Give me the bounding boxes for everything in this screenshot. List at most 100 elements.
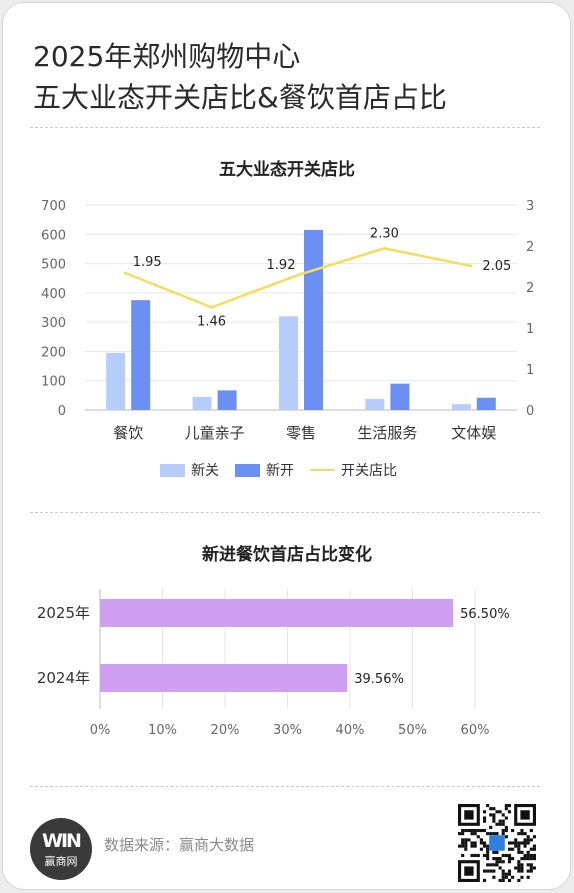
qr-module <box>517 863 521 867</box>
middle-divider <box>30 512 540 513</box>
qr-module <box>523 841 527 845</box>
qr-module <box>532 835 536 839</box>
qr-module <box>504 853 508 858</box>
category-label: 餐饮 <box>113 424 143 442</box>
qr-module <box>501 878 505 882</box>
qr-module <box>482 841 487 845</box>
qr-module <box>517 878 521 882</box>
qr-module <box>507 869 512 873</box>
category-label: 零售 <box>286 424 316 442</box>
logo-mark: WIN <box>42 830 82 852</box>
ratio-data-label: 2.05 <box>482 259 511 274</box>
qr-module <box>479 841 483 845</box>
x-tick-label: 30% <box>273 723 302 738</box>
category-label: 生活服务 <box>357 424 417 442</box>
qr-module <box>492 807 496 811</box>
qr-module <box>520 832 524 836</box>
qr-module <box>489 813 493 817</box>
qr-module <box>470 828 474 833</box>
qr-module <box>476 835 480 839</box>
legend-label-opened: 新开 <box>266 463 294 479</box>
qr-module <box>501 853 505 858</box>
qr-module <box>492 863 496 867</box>
bar-opened <box>217 390 237 410</box>
qr-module <box>495 860 499 864</box>
qr-module <box>482 828 487 833</box>
qr-module <box>492 850 496 854</box>
qr-module <box>504 816 508 820</box>
qr-module <box>486 847 490 851</box>
y2-tick-label: 3 <box>526 199 534 214</box>
qr-module <box>517 850 521 854</box>
y-tick-label: 100 <box>41 375 66 390</box>
qr-module <box>495 822 499 826</box>
ratio-point <box>382 246 386 250</box>
qr-module <box>486 863 490 867</box>
qr-module <box>492 813 496 817</box>
qr-module <box>523 857 527 861</box>
qr-module <box>507 847 512 851</box>
qr-module <box>532 866 536 870</box>
chart1-legend: 新关 新开 开关店比 <box>160 460 397 480</box>
qr-module <box>492 875 496 879</box>
qr-module <box>498 878 502 882</box>
qr-module <box>482 819 487 823</box>
legend-item-ratio: 开关店比 <box>310 460 397 480</box>
qr-module <box>464 841 468 845</box>
x-tick-label: 40% <box>336 723 365 738</box>
qr-module <box>517 844 521 848</box>
x-tick-label: 0% <box>90 723 111 738</box>
qr-module <box>461 838 465 842</box>
qr-module <box>486 853 490 858</box>
qr-module <box>526 857 530 861</box>
qr-module <box>526 835 530 839</box>
qr-module <box>498 860 502 864</box>
qr-module <box>473 841 477 845</box>
qr-module <box>492 869 496 873</box>
qr-module <box>479 847 483 851</box>
qr-module <box>523 832 527 836</box>
qr-module <box>504 835 508 839</box>
qr-module <box>498 810 502 814</box>
legend-swatch-closed <box>160 463 185 477</box>
legend-item-opened: 新开 <box>235 460 294 480</box>
qr-module <box>511 857 515 861</box>
qr-module <box>486 857 490 861</box>
qr-module <box>476 828 480 833</box>
qr-module <box>520 869 524 873</box>
qr-module <box>492 832 496 836</box>
top-divider <box>30 127 540 128</box>
y2-tick-label: 2 <box>526 281 534 296</box>
ratio-line <box>124 247 472 309</box>
y-tick-label: 500 <box>41 258 66 273</box>
qr-module <box>482 878 487 882</box>
y2-tick-label: 0 <box>526 404 534 419</box>
x-tick-label: 60% <box>461 723 490 738</box>
first-store-bar <box>100 664 348 692</box>
y-tick-label: 700 <box>41 199 66 214</box>
qr-module <box>532 857 536 861</box>
qr-module <box>486 832 490 836</box>
y-tick-label: 0 <box>58 404 66 419</box>
qr-module <box>526 869 530 873</box>
qr-module <box>479 828 483 833</box>
qr-module <box>498 822 502 826</box>
qr-module <box>511 841 515 845</box>
qr-module <box>501 872 505 876</box>
y-tick-label: 300 <box>41 316 66 331</box>
qr-module <box>507 860 512 864</box>
qr-module <box>501 828 505 833</box>
qr-module <box>526 853 530 858</box>
qr-module <box>507 804 512 808</box>
qr-code-icon <box>458 804 536 882</box>
bar-closed <box>192 396 212 410</box>
qr-module <box>507 853 512 858</box>
qr-module <box>461 841 465 845</box>
qr-module <box>517 860 521 864</box>
qr-module <box>529 866 533 870</box>
ratio-point <box>296 273 300 277</box>
legend-label-ratio: 开关店比 <box>341 463 397 479</box>
share-data-label: 56.50% <box>460 607 510 622</box>
qr-module <box>464 828 468 833</box>
qr-module <box>458 832 462 836</box>
